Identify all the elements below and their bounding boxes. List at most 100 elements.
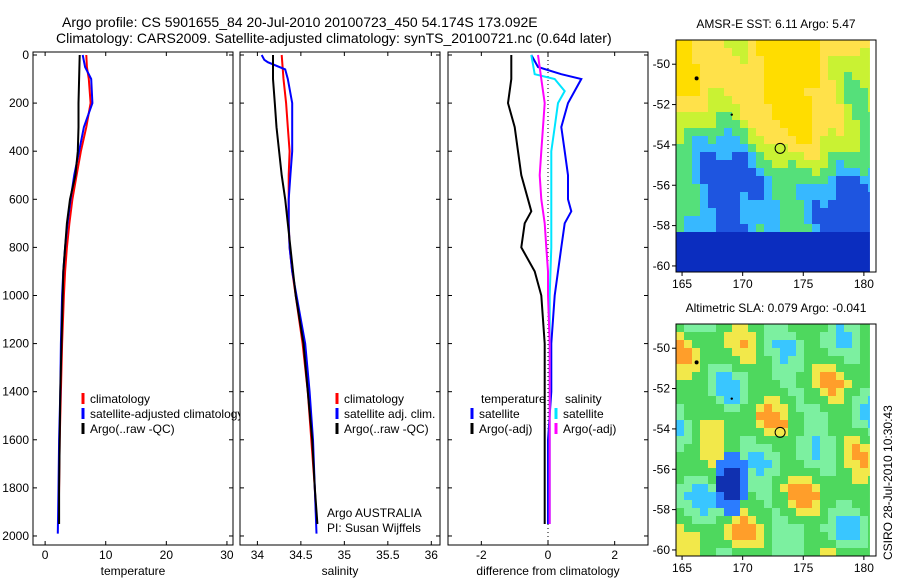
map-cell <box>844 356 852 364</box>
map-cell <box>860 428 868 436</box>
map-cell <box>796 492 804 500</box>
map-cell <box>732 160 740 168</box>
map-cell <box>780 168 788 176</box>
map-cell <box>828 256 836 264</box>
map-cell <box>756 160 764 168</box>
map-cell <box>748 200 756 208</box>
map-cell <box>748 104 756 112</box>
map-cell <box>772 56 780 64</box>
map-cell <box>772 380 780 388</box>
map-cell <box>852 232 860 240</box>
map-cell <box>812 532 820 540</box>
map-cell <box>844 332 852 340</box>
map-cell <box>788 444 796 452</box>
map-cell <box>692 112 700 120</box>
map-cell <box>804 80 812 88</box>
map-cell <box>740 380 748 388</box>
map-cell <box>700 436 708 444</box>
map-cell <box>748 404 756 412</box>
map-cell <box>732 208 740 216</box>
map-cell <box>860 548 868 556</box>
map-cell <box>732 332 740 340</box>
map-cell <box>748 88 756 96</box>
map-cell <box>756 348 764 356</box>
map-cell <box>724 356 732 364</box>
map-cell <box>828 396 836 404</box>
map-cell <box>740 508 748 516</box>
map-cell <box>868 152 870 160</box>
map-cell <box>764 200 772 208</box>
map-cell <box>860 224 868 232</box>
map-cell <box>828 40 836 48</box>
map-cell <box>732 224 740 232</box>
map-cell <box>708 88 716 96</box>
map-cell <box>812 200 820 208</box>
map-cell <box>860 40 868 48</box>
map-cell <box>820 72 828 80</box>
map-cell <box>820 112 828 120</box>
map-cell <box>852 548 860 556</box>
map-cell <box>676 420 684 428</box>
map-cell <box>844 40 852 48</box>
map-cell <box>732 48 740 56</box>
map-cell <box>748 152 756 160</box>
map-cell <box>708 516 716 524</box>
legend-entry: satellite <box>563 407 604 421</box>
map-cell <box>780 404 788 412</box>
map-cell <box>780 112 788 120</box>
map-cell <box>684 548 692 556</box>
map-cell <box>756 248 764 256</box>
map-cell <box>796 128 804 136</box>
map-cell <box>724 516 732 524</box>
map-cell <box>844 192 852 200</box>
map-cell <box>740 144 748 152</box>
map-cell <box>772 48 780 56</box>
map-cell <box>844 168 852 176</box>
x-tick-label: 0 <box>545 548 552 562</box>
map-cell <box>788 96 796 104</box>
map-cell <box>676 468 684 476</box>
map-cell <box>716 508 724 516</box>
map-cell <box>852 428 860 436</box>
map-cell <box>860 436 868 444</box>
map-cell <box>828 532 836 540</box>
map-cell <box>836 476 844 484</box>
map-cell <box>844 508 852 516</box>
map-cell <box>692 500 700 508</box>
map-cell <box>684 364 692 372</box>
map-cell <box>748 436 756 444</box>
map-cell <box>868 240 870 248</box>
map-cell <box>756 128 764 136</box>
map-cell <box>724 364 732 372</box>
series-line-2 <box>58 54 81 524</box>
map-cell <box>684 348 692 356</box>
map-cell <box>860 232 868 240</box>
map-cell <box>732 176 740 184</box>
map-cell <box>756 184 764 192</box>
map-cell <box>708 388 716 396</box>
map-cell <box>780 48 788 56</box>
map-cell <box>676 176 684 184</box>
map-cell <box>820 160 828 168</box>
map-cell <box>756 64 764 72</box>
map-cell <box>804 176 812 184</box>
map-cell <box>868 356 870 364</box>
map-cell <box>836 540 844 548</box>
map-cell <box>836 348 844 356</box>
map-cell <box>708 476 716 484</box>
map-cell <box>700 388 708 396</box>
legend-entry: climatology <box>344 392 404 406</box>
x-tick-label: 0 <box>42 548 49 562</box>
map-cell <box>756 404 764 412</box>
map-cell <box>812 176 820 184</box>
map-cell <box>740 484 748 492</box>
map-cell <box>868 412 870 420</box>
map-cell <box>692 532 700 540</box>
map-cell <box>820 232 828 240</box>
map-cell <box>724 240 732 248</box>
map-cell <box>676 532 684 540</box>
map-cell <box>748 96 756 104</box>
map-cell <box>692 160 700 168</box>
map-cell <box>708 96 716 104</box>
